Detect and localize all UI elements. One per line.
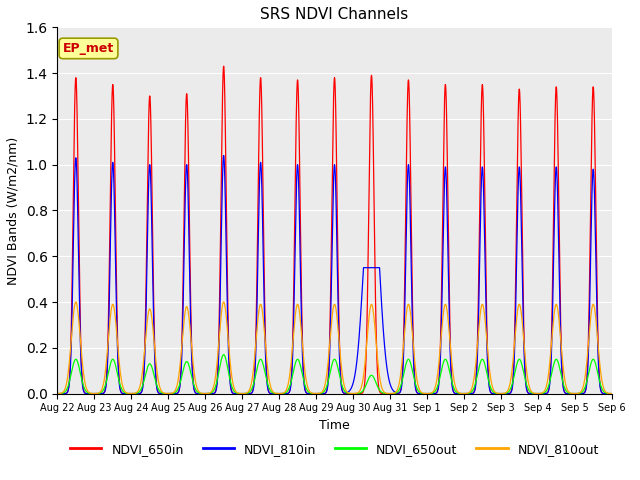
NDVI_650out	[412, 380, 419, 385]
NDVI_810out	[166, 391, 174, 396]
Line: NDVI_810in: NDVI_810in	[58, 156, 612, 394]
Text: EP_met: EP_met	[63, 42, 114, 55]
NDVI_810in	[608, 391, 616, 396]
NDVI_810in	[220, 153, 227, 158]
NDVI_810in	[166, 391, 174, 396]
NDVI_810out	[412, 361, 419, 367]
NDVI_650in	[261, 312, 269, 318]
Legend: NDVI_650in, NDVI_810in, NDVI_650out, NDVI_810out: NDVI_650in, NDVI_810in, NDVI_650out, NDV…	[65, 438, 604, 461]
NDVI_810in	[261, 333, 269, 339]
NDVI_810in	[172, 391, 180, 396]
NDVI_650in	[54, 391, 61, 396]
NDVI_810in	[606, 391, 614, 396]
Line: NDVI_810out: NDVI_810out	[58, 302, 612, 394]
NDVI_810out	[606, 391, 614, 396]
NDVI_650out	[220, 352, 227, 358]
NDVI_650out	[490, 389, 498, 395]
Title: SRS NDVI Channels: SRS NDVI Channels	[260, 7, 408, 22]
NDVI_810out	[261, 335, 269, 341]
Line: NDVI_650in: NDVI_650in	[58, 66, 612, 394]
NDVI_810in	[412, 382, 419, 388]
NDVI_650out	[172, 389, 180, 395]
NDVI_810out	[490, 387, 498, 393]
NDVI_650in	[412, 379, 419, 384]
NDVI_650in	[490, 391, 498, 396]
Line: NDVI_650out: NDVI_650out	[58, 355, 612, 394]
Y-axis label: NDVI Bands (W/m2/nm): NDVI Bands (W/m2/nm)	[7, 136, 20, 285]
NDVI_810out	[172, 386, 180, 392]
NDVI_810out	[54, 391, 61, 396]
X-axis label: Time: Time	[319, 419, 350, 432]
NDVI_650out	[166, 391, 174, 396]
NDVI_810out	[72, 299, 79, 305]
NDVI_650out	[261, 369, 269, 375]
NDVI_650out	[54, 391, 61, 396]
NDVI_810in	[490, 391, 498, 396]
NDVI_650in	[220, 63, 227, 69]
NDVI_810in	[54, 391, 61, 396]
NDVI_650in	[172, 391, 180, 396]
NDVI_650out	[608, 391, 616, 396]
NDVI_650out	[606, 391, 614, 396]
NDVI_810out	[608, 391, 616, 396]
NDVI_650in	[166, 391, 174, 396]
NDVI_650in	[608, 391, 616, 396]
NDVI_650in	[606, 391, 614, 396]
